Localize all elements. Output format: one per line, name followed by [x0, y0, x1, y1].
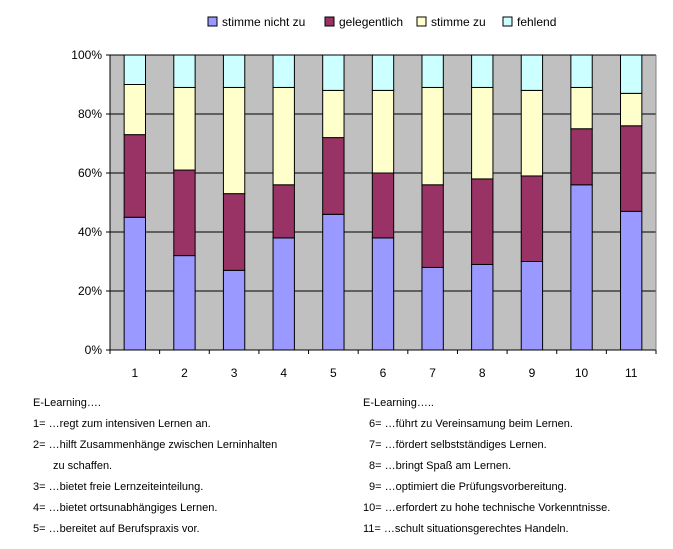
legend-label: stimme nicht zu [222, 15, 305, 29]
bar-segment [222, 86, 246, 195]
bar-segment [471, 263, 494, 351]
bar-segment [123, 54, 146, 85]
bar-segment [173, 86, 196, 171]
x-tick-label: 6 [380, 366, 387, 380]
bar-segment [322, 54, 345, 91]
bar-segment [620, 92, 643, 127]
bar-segment [421, 86, 444, 186]
bar-segment [570, 128, 593, 186]
bar-segment [322, 213, 345, 351]
bar-segment [520, 261, 544, 351]
bar-segment [371, 54, 395, 91]
bar-segment [520, 89, 544, 177]
y-tick-label: 80% [78, 107, 102, 121]
bar-segment [222, 54, 246, 88]
bar-segment [222, 193, 246, 271]
note-item: 3= …bietet freie Lernzeiteinteilung. [33, 481, 204, 493]
legend-swatch [207, 16, 218, 27]
note-item: 10= …erfordert zu hohe technische Vorken… [363, 502, 611, 514]
axes [106, 54, 657, 354]
bar-segment [570, 86, 593, 130]
note-item: 1= …regt zum intensiven Lernen an. [33, 418, 211, 430]
bar-segment [173, 54, 196, 88]
bar-segment [272, 54, 295, 88]
legend-swatch [502, 16, 513, 27]
bar-segment [173, 169, 196, 257]
bar-segment [471, 178, 494, 265]
note-item: 5= …bereitet auf Berufspraxis vor. [33, 523, 200, 535]
bar-segment [371, 172, 395, 239]
notes-heading: E-Learning….. [363, 397, 434, 409]
y-tick-label: 20% [78, 284, 102, 298]
notes-left: E-Learning…. 1= …regt zum intensiven Ler… [33, 393, 277, 540]
note-item: 6= …führt zu Vereinsamung beim Lernen. [369, 418, 573, 430]
x-tick-label: 5 [330, 366, 337, 380]
y-tick-label: 40% [78, 225, 102, 239]
x-tick-labels: 1 2 3 4 5 6 7 8 9 10 11 [131, 366, 637, 380]
legend-label: stimme zu [431, 15, 486, 29]
x-tick-label: 11 [625, 366, 638, 380]
bar-segment [520, 175, 544, 262]
note-item: 11= …schult situationsgerechtes Handeln. [363, 523, 569, 535]
note-item: 7= …fördert selbstständiges Lernen. [369, 439, 547, 451]
legend-label: gelegentlich [339, 15, 403, 29]
bar-segment [322, 137, 345, 215]
bar-segment [371, 89, 395, 174]
bar-segment [371, 237, 395, 351]
stacked-bar-chart: stimme nicht zu gelegentlich stimme zu fehl… [71, 15, 657, 380]
bar-segment [421, 54, 444, 88]
note-item: 4= …bietet ortsunabhängiges Lernen. [33, 502, 218, 514]
bar-segment [620, 125, 643, 212]
legend-swatch [416, 16, 427, 27]
note-item: 9= …optimiert die Prüfungsvorbereitung. [369, 481, 567, 493]
x-tick-label: 7 [429, 366, 436, 380]
y-tick-label: 60% [78, 166, 102, 180]
legend-label: fehlend [517, 15, 556, 29]
bar-segment [471, 54, 494, 88]
bar-segment [620, 210, 643, 351]
x-tick-label: 1 [131, 366, 138, 380]
bar-segment [570, 54, 593, 88]
bars [123, 54, 643, 351]
bar-segment [322, 89, 345, 139]
bar-segment [123, 84, 146, 136]
notes-right: E-Learning….. 6= …führt zu Vereinsamung … [363, 393, 610, 540]
x-tick-label: 3 [231, 366, 238, 380]
bar-segment [620, 54, 643, 94]
bar-segment [272, 184, 295, 239]
y-tick-label: 100% [71, 48, 102, 62]
bar-segment [272, 86, 295, 186]
bar-segment [123, 134, 146, 218]
bar-segment [173, 255, 196, 351]
x-tick-label: 8 [479, 366, 486, 380]
legend-swatch [324, 16, 335, 27]
note-item: 8= …bringt Spaß am Lernen. [369, 460, 512, 472]
y-tick-label: 0% [85, 343, 103, 357]
x-tick-label: 2 [181, 366, 188, 380]
chart-legend: stimme nicht zu gelegentlich stimme zu fehl… [207, 15, 556, 29]
notes-heading: E-Learning…. [33, 397, 101, 409]
bar-segment [272, 237, 295, 351]
bar-segment [570, 184, 593, 351]
x-tick-label: 4 [280, 366, 287, 380]
x-tick-label: 9 [529, 366, 536, 380]
x-tick-label: 10 [575, 366, 589, 380]
bar-segment [421, 184, 444, 268]
note-item: 2= …hilft Zusammenhänge zwischen Lerninh… [33, 439, 278, 451]
y-tick-labels: 0% 20% 40% 60% 80% 100% [71, 48, 102, 357]
bar-segment [123, 216, 146, 351]
note-item-continuation: zu schaffen. [53, 460, 113, 472]
bar-segment [421, 266, 444, 351]
bar-segment [471, 86, 494, 180]
bar-segment [520, 54, 544, 91]
bar-segment [222, 269, 246, 351]
